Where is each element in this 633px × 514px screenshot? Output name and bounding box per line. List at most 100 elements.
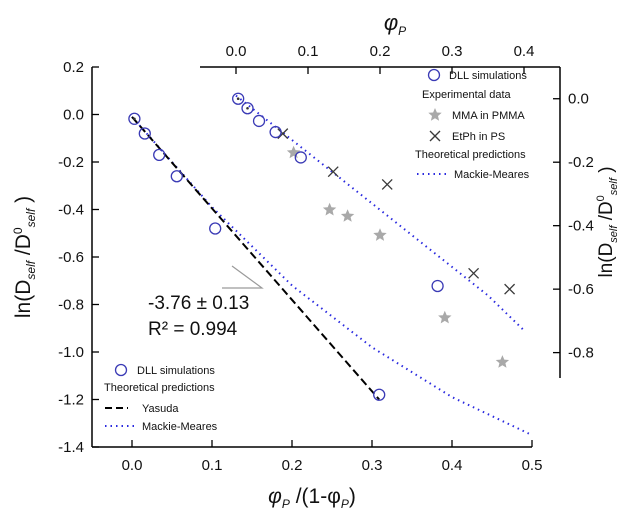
bottom-tick-label: 0.5	[522, 457, 543, 474]
slope-triangle	[222, 265, 264, 289]
left-tick-label: -1.0	[58, 344, 84, 361]
panel-b-dll-point	[241, 102, 254, 115]
left-tick-label: -0.6	[58, 249, 84, 266]
bottom-tick-label: 0.0	[122, 457, 143, 474]
slope-value: -3.76 ± 0.13	[148, 293, 249, 314]
panel-a-dll-point	[373, 388, 386, 401]
right-title-pre: ln(D	[596, 243, 617, 278]
panel-b-mma-point	[373, 228, 387, 241]
left-tick-label: -1.2	[58, 392, 84, 409]
panel-a-series	[128, 112, 533, 437]
panel-b-etph-point	[468, 267, 480, 279]
legend-b-heading: Experimental data	[422, 89, 512, 101]
legend-panel-b: DLL simulations Experimental data MMA in…	[415, 68, 530, 181]
bottom-tick-label: 0.3	[362, 457, 383, 474]
panel-b-dll-point	[232, 92, 245, 105]
bottom-tick-label: 0.4	[442, 457, 463, 474]
bottom-title-tail: /(1-φ	[290, 485, 341, 508]
legend-b-mma-marker	[428, 108, 442, 121]
left-title-mid: /D	[12, 234, 35, 261]
bottom-title-phi: φ	[268, 485, 282, 508]
panel-b-mma-point	[286, 145, 301, 159]
panel-b-dll-point	[269, 125, 282, 139]
panel-b-dll-point	[294, 151, 307, 164]
panel-b-mma-point	[340, 209, 355, 222]
panel-b-mma-point	[495, 355, 510, 368]
panel-b-dll-point	[431, 279, 444, 293]
panel-b-series	[232, 92, 525, 368]
legend-b-dll-label: DLL simulations	[449, 70, 527, 82]
legend-b-etph-marker	[429, 130, 441, 142]
panel-a-dll-point	[138, 127, 151, 140]
left-title-sub2: self	[24, 207, 38, 227]
legend-b-dll-marker	[427, 68, 441, 82]
panel-b-etph-point	[504, 283, 516, 295]
left-tick-label: -0.2	[58, 154, 84, 171]
right-title-sup: 0	[595, 195, 607, 201]
panel-b-dll-point-center	[236, 97, 240, 101]
right-tick-label: -0.6	[568, 281, 594, 298]
legend-b-mackie-label: Mackie-Meares	[454, 169, 530, 181]
panel-b-etph-point	[381, 178, 393, 190]
right-title-close: )	[596, 166, 617, 178]
top-tick-label: 0.1	[298, 43, 319, 60]
right-tick-label: -0.8	[568, 345, 594, 362]
left-tick-label: 0.0	[63, 107, 84, 124]
panel-b-mackie-meares-line	[235, 94, 525, 332]
legend-b-mma-label: MMA in PMMA	[452, 110, 525, 122]
right-tick-label: -0.2	[568, 154, 594, 171]
left-tick-label: -0.4	[58, 202, 84, 219]
panel-b-etph-point	[327, 166, 339, 178]
left-tick-label: 0.2	[63, 59, 84, 76]
bottom-tick-label: 0.2	[282, 457, 303, 474]
top-axis-ticks: 0.0 0.1 0.2 0.3 0.4	[226, 43, 534, 74]
panel-a-yasuda-line	[131, 116, 380, 401]
legend-a-yasuda-label: Yasuda	[142, 403, 179, 415]
top-tick-label: 0.0	[226, 43, 247, 60]
legend-b-heading2: Theoretical predictions	[415, 149, 526, 161]
left-title-close: )	[12, 196, 35, 209]
legend-star-shape	[428, 108, 442, 121]
panel-b-dll-point-center	[246, 106, 249, 110]
right-tick-label: 0.0	[568, 91, 589, 108]
right-axis-ticks: 0.0 -0.2 -0.4 -0.6 -0.8	[553, 91, 594, 362]
legend-a-dll-label: DLL simulations	[137, 365, 215, 377]
left-axis-ticks: 0.2 0.0 -0.2 -0.4 -0.6 -0.8 -1.0 -1.2 -1.4	[58, 59, 99, 456]
legend-a-mackie-label: Mackie-Meares	[142, 421, 218, 433]
left-tick-label: -1.4	[58, 439, 84, 456]
r2-value: R² = 0.994	[148, 319, 238, 340]
top-title-phi: φ	[384, 10, 398, 35]
slope-annotation: -3.76 ± 0.13 R² = 0.994	[148, 265, 264, 340]
panel-b-mma-point	[322, 202, 337, 216]
left-title-sup: 0	[11, 227, 25, 234]
panel-b-mma-point	[438, 310, 452, 324]
bottom-axis-title: φP /(1-φP)	[268, 485, 356, 511]
right-title-mid: /D	[596, 201, 617, 225]
legend-a-dll-marker	[114, 363, 128, 377]
legend-b-etph-label: EtPh in PS	[452, 131, 505, 143]
bottom-title-tail-sub: P	[341, 497, 349, 511]
legend-a-heading: Theoretical predictions	[104, 382, 215, 394]
bottom-tick-label: 0.1	[202, 457, 223, 474]
top-axis-title: φP	[384, 10, 406, 38]
legend-panel-a: DLL simulations Theoretical predictions …	[104, 363, 218, 433]
left-axis-title: ln(Dself /D0self )	[11, 196, 38, 318]
right-axis-title: ln(Dself /D0self )	[595, 166, 620, 277]
panel-a-dll-point	[153, 148, 166, 162]
right-title-sub2: self	[608, 177, 620, 195]
top-title-sub: P	[398, 24, 406, 38]
left-title-pre: ln(D	[12, 280, 35, 319]
panel-b-dll-point	[252, 114, 266, 128]
left-title-sub1: self	[24, 259, 38, 279]
panel-a-dll-point	[170, 170, 183, 183]
panel-a-dll-point-center	[133, 117, 136, 121]
panel-b-etph-point	[277, 128, 289, 140]
panel-a-dll-point	[128, 112, 141, 125]
right-tick-label: -0.4	[568, 218, 594, 235]
right-title-sub1: self	[608, 225, 620, 243]
left-tick-label: -0.8	[58, 297, 84, 314]
panel-a-dll-point	[209, 222, 222, 235]
top-tick-label: 0.2	[370, 43, 391, 60]
top-tick-label: 0.3	[442, 43, 463, 60]
